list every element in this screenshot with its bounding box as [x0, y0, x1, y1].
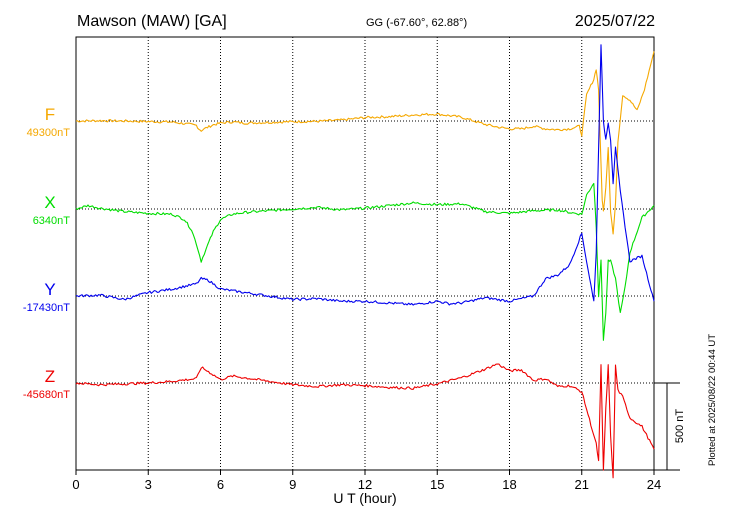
- x-tick-label: 3: [145, 477, 152, 492]
- component-labels: F 49300nT X 6340nT Y -17430nT Z -45680nT: [23, 105, 70, 401]
- plotted-at-label: Plotted at 2025/08/22 00:44 UT: [707, 334, 718, 466]
- vertical-gridlines: [147, 37, 583, 470]
- x-tick-label: 21: [575, 477, 589, 492]
- scale-bar-label: 500 nT: [674, 409, 686, 444]
- series-lines: [75, 44, 655, 479]
- series-x-line: [75, 182, 655, 341]
- scale-bar: 500 nT: [654, 382, 686, 471]
- station-title: Mawson (MAW) [GA]: [77, 13, 227, 30]
- baseline-value-z: -45680nT: [23, 389, 70, 401]
- x-tick-label: 24: [647, 477, 661, 492]
- x-tick-label: 0: [72, 477, 79, 492]
- x-tick-label: 18: [502, 477, 516, 492]
- date-label: 2025/07/22: [575, 13, 655, 30]
- baseline-value-x: 6340nT: [33, 215, 71, 227]
- baseline-value-y: -17430nT: [23, 302, 70, 314]
- component-label-x: X: [44, 193, 55, 212]
- baseline-value-f: 49300nT: [27, 127, 71, 139]
- component-label-y: Y: [44, 280, 55, 299]
- series-f-line: [75, 51, 655, 235]
- component-label-f: F: [45, 105, 55, 124]
- series-y-line: [75, 44, 655, 306]
- x-axis-label: U T (hour): [333, 490, 396, 506]
- baseline-lines: [76, 120, 654, 384]
- x-tick-label: 12: [358, 477, 372, 492]
- component-label-z: Z: [45, 367, 55, 386]
- x-tick-label: 6: [217, 477, 224, 492]
- series-z-line: [75, 363, 655, 479]
- x-axis: 0 3 6 9 12 15 18 21 24: [72, 470, 661, 492]
- coordinates-label: GG (-67.60°, 62.88°): [366, 17, 467, 29]
- x-tick-label: 15: [430, 477, 444, 492]
- x-tick-label: 9: [289, 477, 296, 492]
